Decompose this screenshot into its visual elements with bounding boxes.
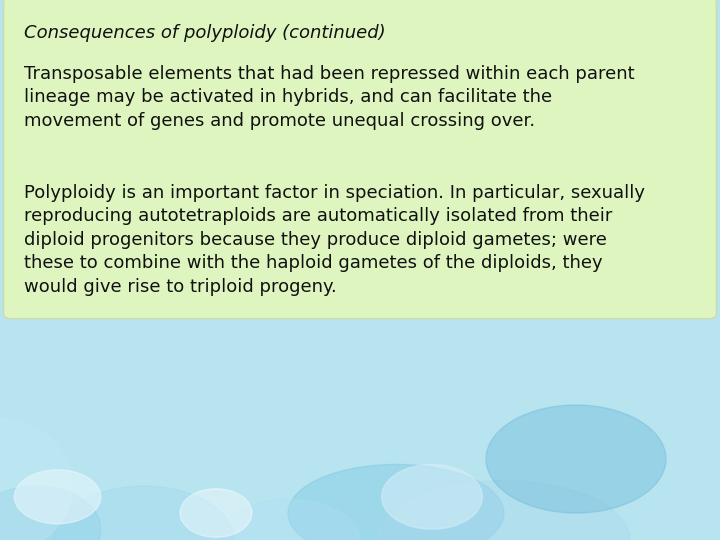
Text: Transposable elements that had been repressed within each parent
lineage may be : Transposable elements that had been repr… bbox=[24, 65, 634, 130]
Text: Polyploidy is an important factor in speciation. In particular, sexually
reprodu: Polyploidy is an important factor in spe… bbox=[24, 184, 645, 296]
Text: Consequences of polyploidy (continued): Consequences of polyploidy (continued) bbox=[24, 24, 385, 42]
